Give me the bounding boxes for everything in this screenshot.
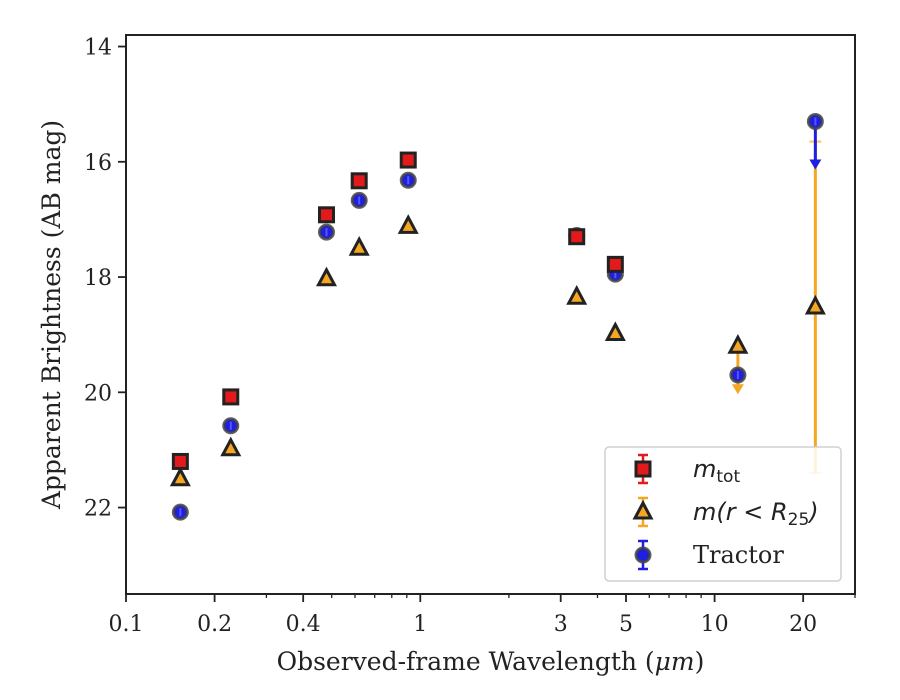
legend-entry-tractor: Tractor [634,539,784,571]
y-tick-label: 14 [84,36,112,61]
y-tick-label: 20 [84,381,112,406]
x-axis: 0.1 0.2 0.4 1 3 5 10 20 [109,594,856,637]
series-mtot [171,151,624,470]
x-tick-label: 5 [619,612,633,637]
legend-marker-mtot [634,460,652,478]
x-tick-label: 10 [701,612,729,637]
y-tick-label: 18 [84,266,112,291]
y-axis-label: Apparent Brightness (AB mag) [37,120,66,510]
point-mtot [171,452,189,470]
x-axis-label: Observed-frame Wavelength (μm) [277,647,705,676]
point-mr25 [169,466,191,487]
point-mr25 [220,436,242,457]
legend-entry-mtot: mtot [634,453,740,487]
x-tick-label: 0.4 [286,612,321,637]
point-mtot [317,206,335,224]
point-mr25 [604,321,626,342]
series-layer [169,112,826,521]
point-mtot [222,388,240,406]
x-tick-label: 1 [413,612,427,637]
legend-label-mr25: m(r < R25) [693,498,819,530]
point-mr25 [727,334,749,354]
y-tick-label: 16 [84,151,112,176]
plot-frame [125,34,856,595]
series-mr25 [169,140,826,487]
legend-entry-mr25: m(r < R25) [632,496,819,530]
legend: mtot m(r < R25) Tractor [604,446,842,582]
point-mr25 [348,236,370,256]
point-mtot [399,151,417,169]
x-tick-label: 3 [554,612,568,637]
point-mr25 [566,285,588,305]
y-tick-label: 22 [84,497,112,522]
legend-label-mtot: mtot [693,455,740,487]
point-mr25 [315,266,337,287]
legend-label-tractor: Tractor [693,541,784,569]
upper-limit-arrow-head [731,384,744,395]
point-mr25 [804,294,826,315]
legend-marker-mr25 [632,499,654,520]
point-mr25 [397,214,419,234]
y-axis: 14 16 18 20 22 [84,36,126,522]
x-tick-label: 0.2 [197,612,232,637]
point-mtot [568,228,586,246]
legend-marker-tractor [634,546,652,564]
point-mtot [606,255,624,273]
upper-limit-arrow-head [809,159,822,170]
plot-area [125,34,856,595]
x-tick-label: 0.1 [109,612,144,637]
legend-box [604,446,842,582]
x-tick-label: 20 [789,612,817,637]
point-mtot [350,172,368,190]
